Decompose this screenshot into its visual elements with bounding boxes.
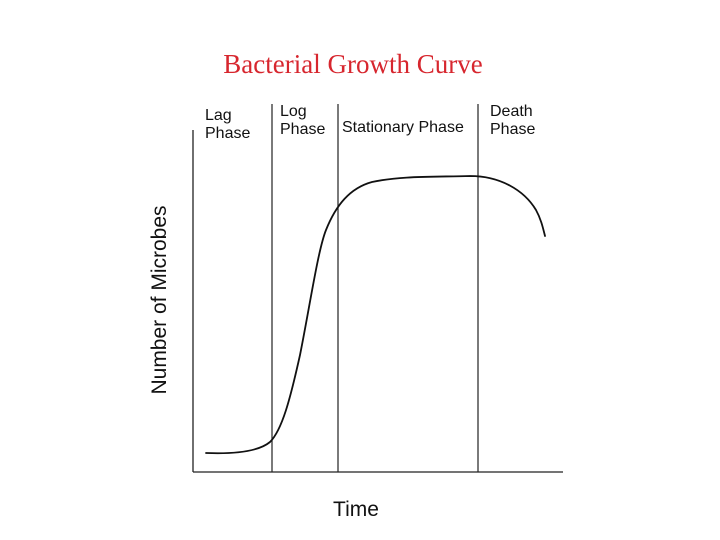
- lag-phase-label: Lag Phase: [205, 107, 250, 142]
- growth-curve-line: [205, 175, 546, 455]
- stationary-phase-label: Stationary Phase: [342, 119, 464, 136]
- log-phase-label-line2: Phase: [280, 121, 325, 138]
- log-phase-label-line1: Log: [280, 103, 307, 120]
- death-phase-label-line2: Phase: [490, 121, 535, 138]
- x-axis-label: Time: [333, 498, 379, 521]
- death-phase-label: Death Phase: [490, 103, 537, 138]
- lag-phase-label-line2: Phase: [205, 125, 250, 142]
- diagram-title: Bacterial Growth Curve: [223, 49, 482, 79]
- death-phase-label-line1: Death: [490, 103, 533, 120]
- log-phase-label: Log Phase: [280, 103, 325, 138]
- y-axis-label: Number of Microbes: [148, 205, 171, 394]
- lag-phase-label-line1: Lag: [205, 107, 232, 124]
